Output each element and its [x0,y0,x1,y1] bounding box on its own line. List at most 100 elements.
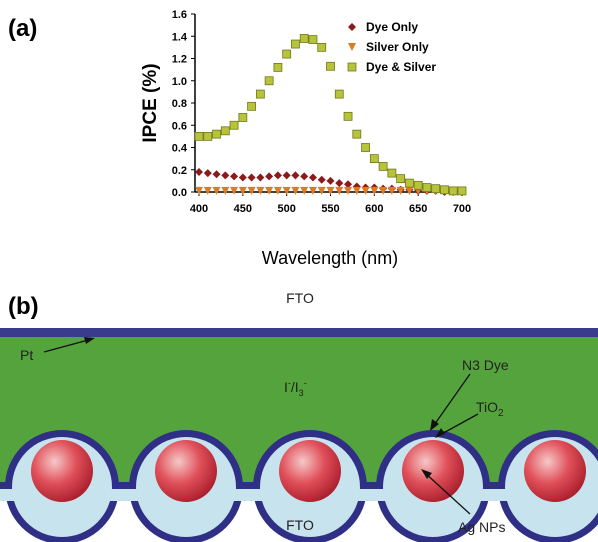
y-tick-label: 0.4 [172,143,188,155]
x-axis-label: Wavelength (nm) [262,248,398,268]
marker [405,179,413,187]
pt-layer [0,328,598,337]
marker [379,187,387,195]
ag-particle [524,440,586,502]
marker [221,171,229,179]
marker [265,172,273,180]
legend-label: Dye Only [366,20,418,34]
marker [309,187,317,195]
marker [195,168,203,176]
marker [274,63,282,71]
x-tick-label: 700 [453,203,471,215]
marker [309,36,317,44]
top-fto-label: FTO [286,290,314,306]
marker [353,187,361,195]
marker [327,177,335,185]
marker [300,172,308,180]
y-tick-label: 1.2 [172,54,187,66]
y-tick-label: 0.8 [172,98,187,110]
marker [239,187,247,195]
marker [291,187,299,195]
marker [221,187,229,195]
marker [195,187,203,195]
marker [440,186,448,194]
y-tick-label: 0.0 [172,187,187,199]
figure: (a) (b) IPCE (%) Wavelength (nm) 0.00.20… [0,0,598,542]
legend-marker [348,23,356,31]
legend-marker [348,63,356,71]
legend-label: Dye & Silver [366,60,436,74]
pt-label: Pt [20,347,33,363]
ag-particle [155,440,217,502]
bottom-fto-label: FTO [286,517,314,533]
marker [388,187,396,195]
marker [195,132,203,140]
marker [230,172,238,180]
marker [449,187,457,195]
ag-particle [279,440,341,502]
text: TiO [476,399,498,415]
marker [362,144,370,152]
plot: 0.0 0.2 0.4 0.6 0.8 1.0 1.2 1.4 1.6 400 450 500 550 6… [172,9,471,215]
x-tick-label: 450 [234,203,252,215]
marker [335,179,343,187]
marker [239,113,247,121]
ag-particle [31,440,93,502]
sub: 2 [498,408,504,419]
marker [248,174,256,182]
marker [423,184,431,192]
marker [283,50,291,58]
marker [204,169,212,177]
marker [362,187,370,195]
x-tick-label: 650 [409,203,427,215]
y-tick-label: 0.2 [172,165,187,177]
marker [204,132,212,140]
marker [300,187,308,195]
y-tick-label: 1.0 [172,76,187,88]
marker [458,187,466,195]
marker [388,169,396,177]
x-tick-label: 500 [277,203,295,215]
marker [230,187,238,195]
y-tick-label: 1.6 [172,9,187,21]
marker [379,162,387,170]
marker [265,187,273,195]
y-tick-label: 1.4 [172,31,188,43]
marker [248,102,256,110]
marker [213,170,221,178]
panel-label: (b) [8,293,39,320]
legend-label: Silver Only [366,40,429,54]
marker [335,90,343,98]
x-tick-label: 550 [321,203,339,215]
marker [291,171,299,179]
marker [414,181,422,189]
legend-marker [348,43,356,51]
marker [213,130,221,138]
ag-particle [402,440,464,502]
marker [335,187,343,195]
x-tick-label: 400 [190,203,208,215]
y-tick-label: 0.6 [172,120,187,132]
x-tick-label: 600 [365,203,383,215]
text: /I [291,379,299,395]
marker [213,187,221,195]
panel-label: (a) [8,15,37,42]
marker [309,174,317,182]
marker [256,90,264,98]
y-axis-label: IPCE (%) [140,63,161,142]
marker [283,171,291,179]
cell-diagram: FTO FTO Pt I-/I3- N3 Dye TiO2 Ag NPs [0,290,598,542]
marker [256,174,264,182]
marker [432,185,440,193]
sup: - [304,378,307,388]
marker [204,187,212,195]
marker [221,127,229,135]
marker [397,175,405,183]
marker [353,130,361,138]
marker [230,121,238,129]
marker [318,176,326,184]
marker [300,34,308,42]
marker [256,187,264,195]
marker [344,187,352,195]
dye-label: N3 Dye [462,357,509,373]
